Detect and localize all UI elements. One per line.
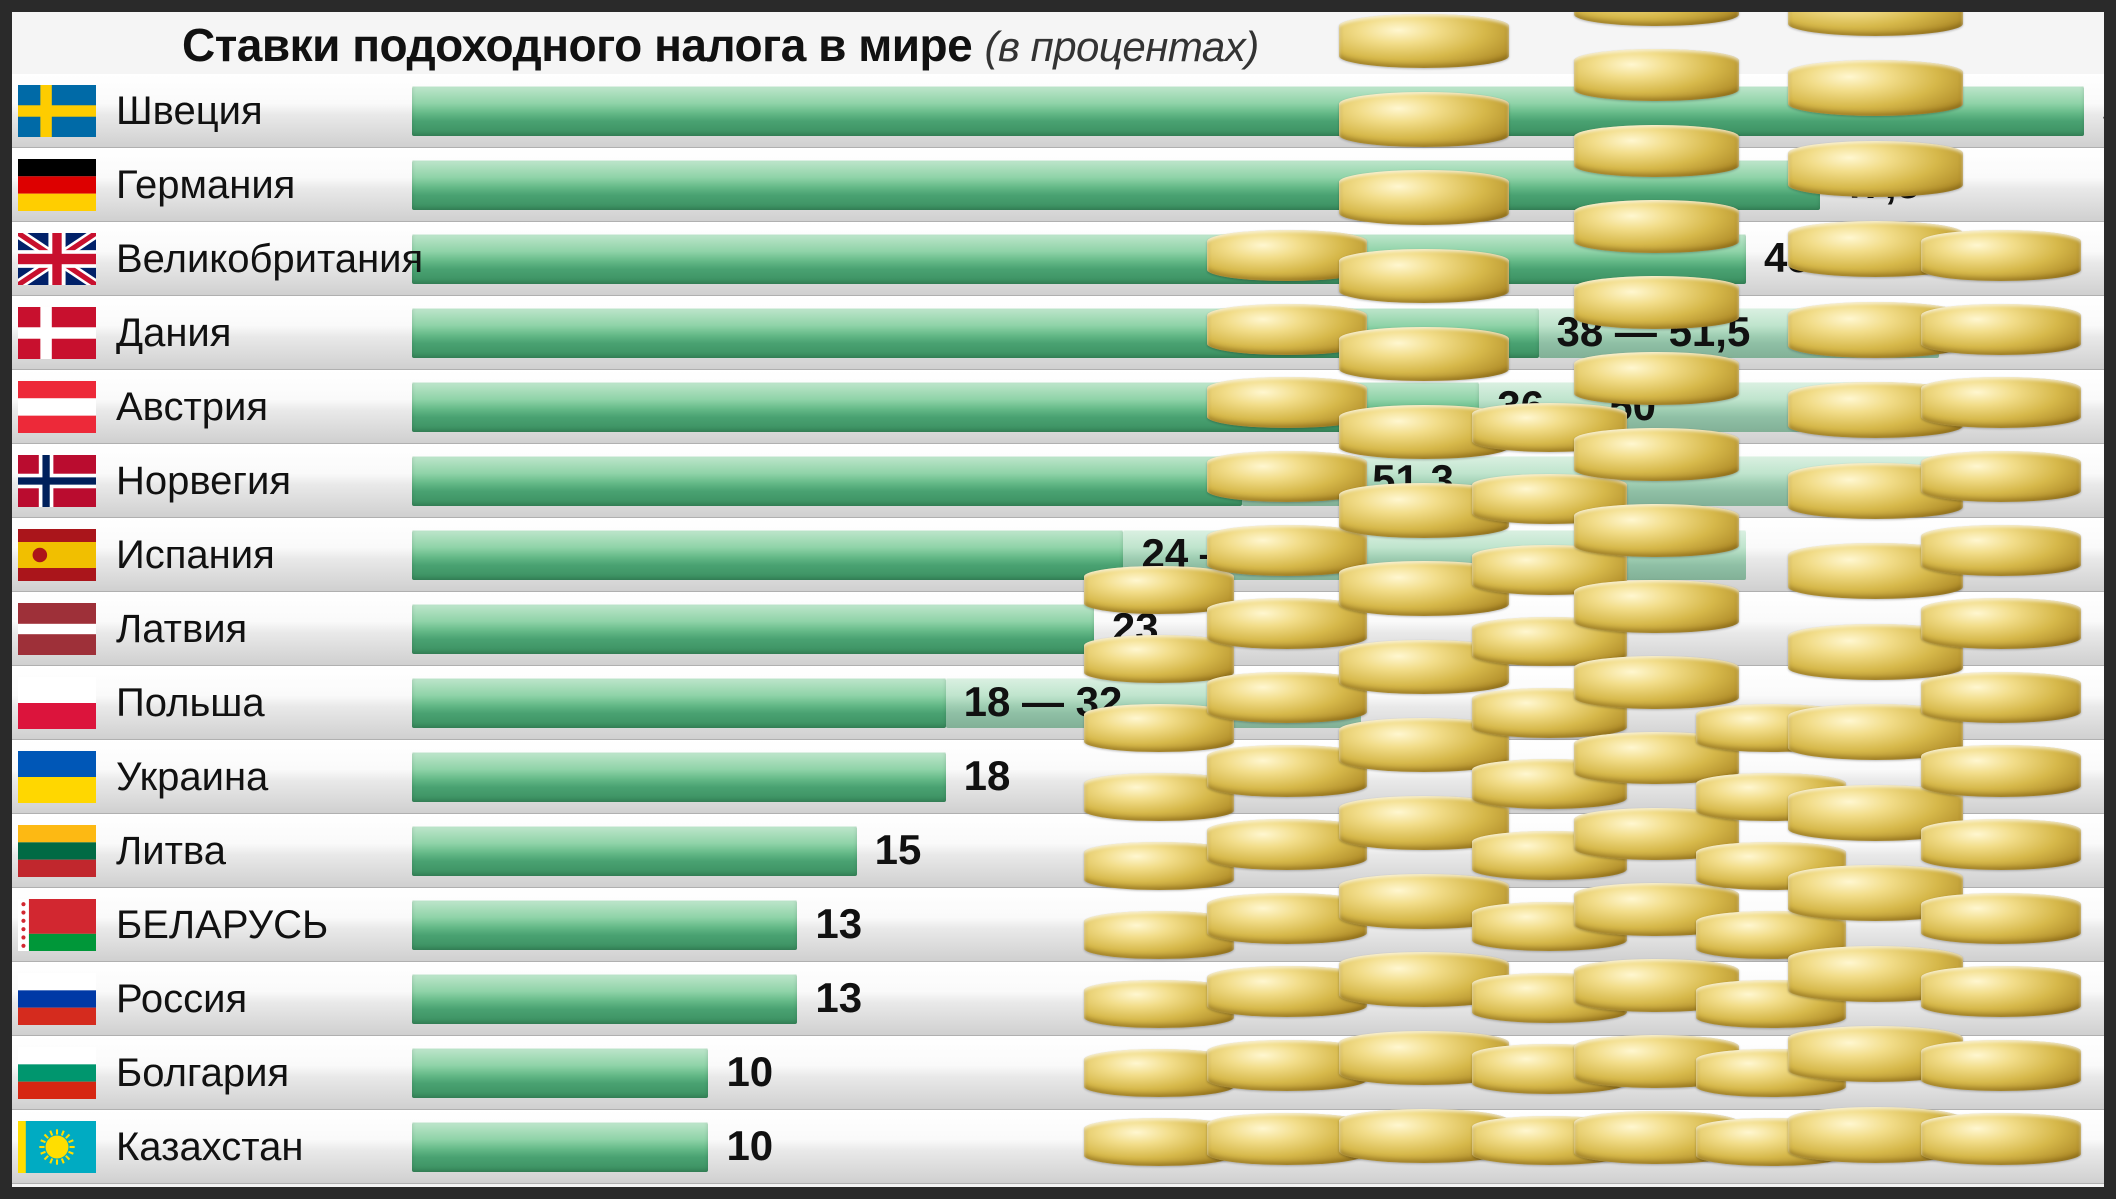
bar xyxy=(412,1048,708,1098)
bar xyxy=(412,234,1746,284)
country-label: Великобритания xyxy=(116,237,423,282)
bar-zone: 36 — 50 xyxy=(412,378,2084,436)
bar-row: Австрия 36 — 50 xyxy=(12,370,2104,444)
canvas: Ставки подоходного налога в мире (в проц… xyxy=(0,0,2116,1199)
bar-zone: 18 — 32 xyxy=(412,674,2084,732)
bar-value: 24 — 45 xyxy=(1141,530,1300,578)
flag-icon xyxy=(18,233,96,285)
bar-row: Германия 47,5 xyxy=(12,148,2104,222)
bar xyxy=(412,308,1539,358)
country-label: Германия xyxy=(116,163,295,208)
flag-icon xyxy=(18,899,96,951)
flag-icon xyxy=(18,1047,96,1099)
bar-value: 47,5 xyxy=(1838,160,1920,208)
bar-value: 23 xyxy=(1112,604,1159,652)
flag-icon xyxy=(18,973,96,1025)
bar-zone: 13 xyxy=(412,896,2084,954)
bar-value: 56,4 xyxy=(2102,86,2104,134)
bar xyxy=(412,382,1479,432)
flag-icon xyxy=(18,307,96,359)
chart-panel: Ставки подоходного налога в мире (в проц… xyxy=(12,12,2104,1187)
bar-row: БЕЛАРУСЬ 13 xyxy=(12,888,2104,962)
flag-icon xyxy=(18,159,96,211)
rows-container: Швеция 56,4 Германия 47,5 Великобритания 45 Да… xyxy=(12,74,2104,1187)
bar-zone: 18 xyxy=(412,748,2084,806)
bar-row: Казахстан 10 xyxy=(12,1110,2104,1184)
flag-icon xyxy=(18,677,96,729)
flag-icon xyxy=(18,603,96,655)
bar-zone: 38 — 51,5 xyxy=(412,304,2084,362)
bar xyxy=(412,678,946,728)
country-label: Казахстан xyxy=(116,1125,303,1170)
chart-title-sub: (в процентах) xyxy=(985,23,1259,70)
coin-icon xyxy=(1339,14,1509,68)
country-label: Украина xyxy=(116,755,268,800)
country-label: Латвия xyxy=(116,607,247,652)
bar-row: Украина 18 xyxy=(12,740,2104,814)
country-label: Болгария xyxy=(116,1051,289,1096)
bar-value: 13 xyxy=(815,974,862,1022)
country-label: Швеция xyxy=(116,89,263,134)
bar xyxy=(412,530,1123,580)
bar-row: Дания 38 — 51,5 xyxy=(12,296,2104,370)
bar-zone: 13 xyxy=(412,970,2084,1028)
bar-zone: 15 xyxy=(412,822,2084,880)
bar xyxy=(412,900,797,950)
bar-zone: 28 — 51,3 xyxy=(412,452,2084,510)
flag-icon xyxy=(18,529,96,581)
bar-zone: 56,4 xyxy=(412,82,2084,140)
bar xyxy=(412,1122,708,1172)
bar xyxy=(412,604,1094,654)
country-label: Испания xyxy=(116,533,275,578)
bar-value: 10 xyxy=(726,1048,773,1096)
coin-icon xyxy=(1788,12,1963,36)
bar-value: 10 xyxy=(726,1122,773,1170)
flag-icon xyxy=(18,751,96,803)
country-label: Дания xyxy=(116,311,231,356)
bar xyxy=(412,752,946,802)
bar-row: Болгария 10 xyxy=(12,1036,2104,1110)
flag-icon xyxy=(18,85,96,137)
flag-icon xyxy=(18,825,96,877)
country-label: БЕЛАРУСЬ xyxy=(116,903,328,948)
flag-icon xyxy=(18,1121,96,1173)
flag-icon xyxy=(18,455,96,507)
bar-row: Латвия 23 xyxy=(12,592,2104,666)
bar xyxy=(412,86,2084,136)
bar-value: 36 — 50 xyxy=(1497,382,1656,430)
bar-zone: 47,5 xyxy=(412,156,2084,214)
bar-value: 18 — 32 xyxy=(964,678,1123,726)
bar xyxy=(412,456,1242,506)
bar-value: 38 — 51,5 xyxy=(1557,308,1751,356)
bar-zone: 23 xyxy=(412,600,2084,658)
bar-zone: 24 — 45 xyxy=(412,526,2084,584)
bar xyxy=(412,826,857,876)
bar-row: Испания 24 — 45 xyxy=(12,518,2104,592)
bar-row: Литва 15 xyxy=(12,814,2104,888)
bar xyxy=(412,160,1820,210)
bar-value: 45 xyxy=(1764,234,1811,282)
chart-title: Ставки подоходного налога в мире (в проц… xyxy=(182,18,1259,72)
chart-title-main: Ставки подоходного налога в мире xyxy=(182,19,972,71)
flag-icon xyxy=(18,381,96,433)
country-label: Россия xyxy=(116,977,247,1022)
bar-value: 18 xyxy=(964,752,1011,800)
bar-value: 13 xyxy=(815,900,862,948)
bar-value: 28 — 51,3 xyxy=(1260,456,1454,504)
bar-row: Польша 18 — 32 xyxy=(12,666,2104,740)
bar-row: Норвегия 28 — 51,3 xyxy=(12,444,2104,518)
country-label: Австрия xyxy=(116,385,268,430)
bar-value: 15 xyxy=(875,826,922,874)
bar-row: Великобритания 45 xyxy=(12,222,2104,296)
bar xyxy=(412,974,797,1024)
country-label: Норвегия xyxy=(116,459,291,504)
country-label: Польша xyxy=(116,681,265,726)
bar-row: Россия 13 xyxy=(12,962,2104,1036)
bar-zone: 45 xyxy=(412,230,2084,288)
country-label: Литва xyxy=(116,829,226,874)
coin-icon xyxy=(1574,12,1739,26)
bar-row: Швеция 56,4 xyxy=(12,74,2104,148)
bar-zone: 10 xyxy=(412,1118,2084,1176)
bar-zone: 10 xyxy=(412,1044,2084,1102)
